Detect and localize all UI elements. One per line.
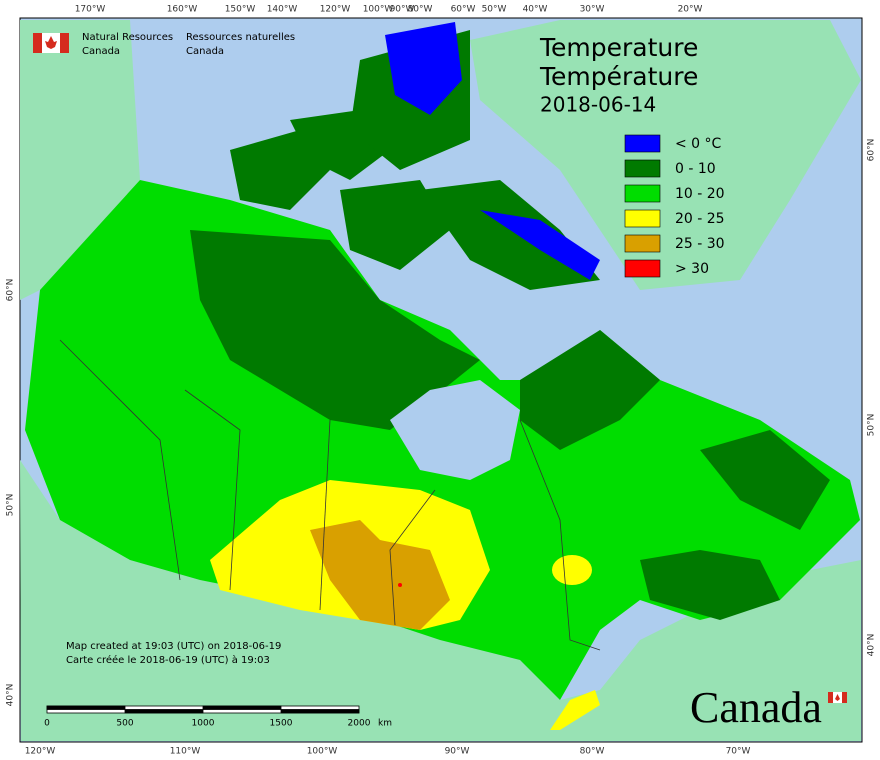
graticule-label: 80°W [408,5,433,15]
legend-swatch [624,259,661,278]
graticule-label: 50°W [482,5,507,15]
land [20,20,861,741]
date: 2018-06-14 [540,93,656,117]
graticule-label: 100°W [307,747,338,757]
graticule-label: 100°W [363,5,394,15]
agency-en: Canada [82,46,120,57]
agency-en: Natural Resources [82,32,173,43]
graticule-label: 150°W [225,5,256,15]
title: Température [539,62,698,91]
logo [33,33,69,53]
scale-label: 2000 [348,719,371,729]
graticule-label: 90°W [390,5,415,15]
graticule-label: 40°N [867,634,877,657]
legend-label: 20 - 25 [675,211,725,227]
scale-label: 500 [116,719,133,729]
legend-swatch [624,134,661,153]
graticule-label: 70°W [726,747,751,757]
graticule-label: 110°W [170,747,201,757]
legend-label: > 30 [675,261,709,277]
scale-label: 1500 [270,719,293,729]
graticule-label: 60°W [451,5,476,15]
legend-swatch [624,184,661,203]
graticule-label: 80°W [580,747,605,757]
graticule-label: 90°W [445,747,470,757]
legend-swatch [624,209,661,228]
wordmark: Canada [690,683,822,732]
scale-unit: km [378,719,392,729]
legend-label: 0 - 10 [675,161,716,177]
graticule-label: 40°W [523,5,548,15]
scale-bar [46,705,360,714]
graticule-label: 60°N [6,279,16,302]
legend-label: 10 - 20 [675,186,725,202]
graticule-label: 30°W [580,5,605,15]
borders [59,339,601,651]
note: Carte créée le 2018-06-19 (UTC) à 19:03 [66,654,270,666]
legend-swatch [624,234,661,253]
graticule-label: 50°N [867,414,877,437]
graticule-label: 140°W [267,5,298,15]
graticule-label: 40°N [6,684,16,707]
title: Temperature [539,33,698,62]
graticule-label: 20°W [678,5,703,15]
legend-label: 25 - 30 [675,236,725,252]
scale-label: 1000 [192,719,215,729]
graticule-label: 50°N [6,494,16,517]
agency-fr: Canada [186,46,224,57]
note: Map created at 19:03 (UTC) on 2018-06-19 [66,641,281,652]
wordmark-flag [828,692,847,703]
graticule-label: 120°W [25,747,56,757]
scale-label: 0 [44,719,50,729]
legend-swatch [624,159,661,178]
graticule-label: 160°W [167,5,198,15]
legend-label: < 0 °C [675,136,722,152]
graticule-label: 170°W [75,5,106,15]
agency-fr: Ressources naturelles [186,32,295,43]
graticule-label: 60°N [867,139,877,162]
graticule-label: 120°W [320,5,351,15]
